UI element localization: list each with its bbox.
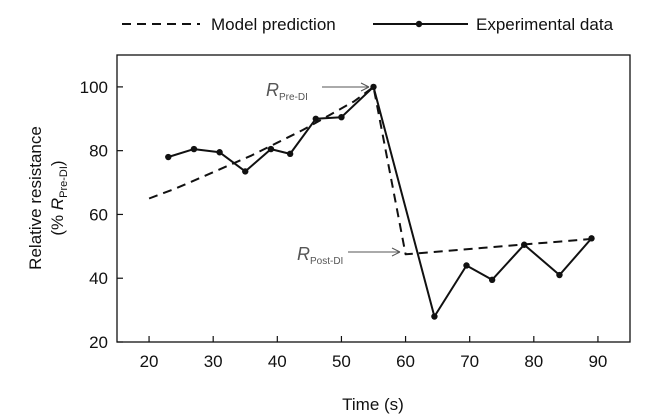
experimental-data-point [190,145,198,153]
y-axis-title-symbol: R [48,198,67,210]
legend-experimental-label: Experimental data [476,15,614,34]
x-tick-label: 60 [396,352,415,371]
y-axis-title-line2: (% RPre-DI) [48,160,70,235]
plot-frame [116,54,631,343]
experimental-data-point [463,262,470,269]
experimental-data-point [286,150,294,158]
x-tick-label: 30 [204,352,223,371]
legend: Model prediction Experimental data [122,15,614,34]
x-tick-label: 70 [460,352,479,371]
x-tick-label: 20 [140,352,159,371]
experimental-data-point [242,168,249,175]
y-tick-label: 60 [89,205,108,224]
x-tick-label: 80 [524,352,543,371]
experimental-data-point [520,241,528,248]
y-axis-title: Relative resistance (% RPre-DI) [26,126,70,270]
legend-experimental-marker [415,20,423,28]
experimental-data-point [370,83,377,91]
annotation-pre-di: RPre-DI [266,80,370,103]
y-axis-title-prefix: (% [48,210,67,236]
experimental-data-point [338,113,345,121]
series-layer [148,83,598,320]
experimental-data-point [556,271,563,279]
experimental-data-point [267,145,275,153]
model-prediction-line [148,85,598,256]
y-axis-title-line1: Relative resistance [26,126,45,270]
y-axis-title-subscript: Pre-DI [58,166,70,198]
x-axis-title: Time (s) [342,395,404,414]
annotation-post-di-arrowhead [391,247,401,257]
experimental-data-point [431,313,438,320]
annotation-pre-di-label: RPre-DI [266,80,308,103]
x-tick-label: 50 [332,352,351,371]
y-axis-title-suffix: ) [48,160,67,166]
experimental-data-point [312,115,319,122]
y-tick-label: 40 [89,269,108,288]
annotation-post-di: RPost-DI [297,244,401,267]
legend-model-label: Model prediction [211,15,336,34]
annotation-post-di-label: RPost-DI [297,244,343,267]
y-tick-label: 80 [89,142,108,161]
x-axis: 20 30 40 50 60 70 80 90 [140,336,607,371]
x-tick-label: 90 [588,352,607,371]
y-axis: 20 40 60 80 100 [80,78,123,352]
annotation-pre-di-arrowhead [360,82,370,92]
y-tick-label: 100 [80,78,108,97]
experimental-data-point [588,235,595,242]
x-tick-label: 40 [268,352,287,371]
experimental-data-point [165,153,172,161]
y-tick-label: 20 [89,333,108,352]
experimental-data-point [488,276,496,284]
experimental-data-point [216,149,223,156]
